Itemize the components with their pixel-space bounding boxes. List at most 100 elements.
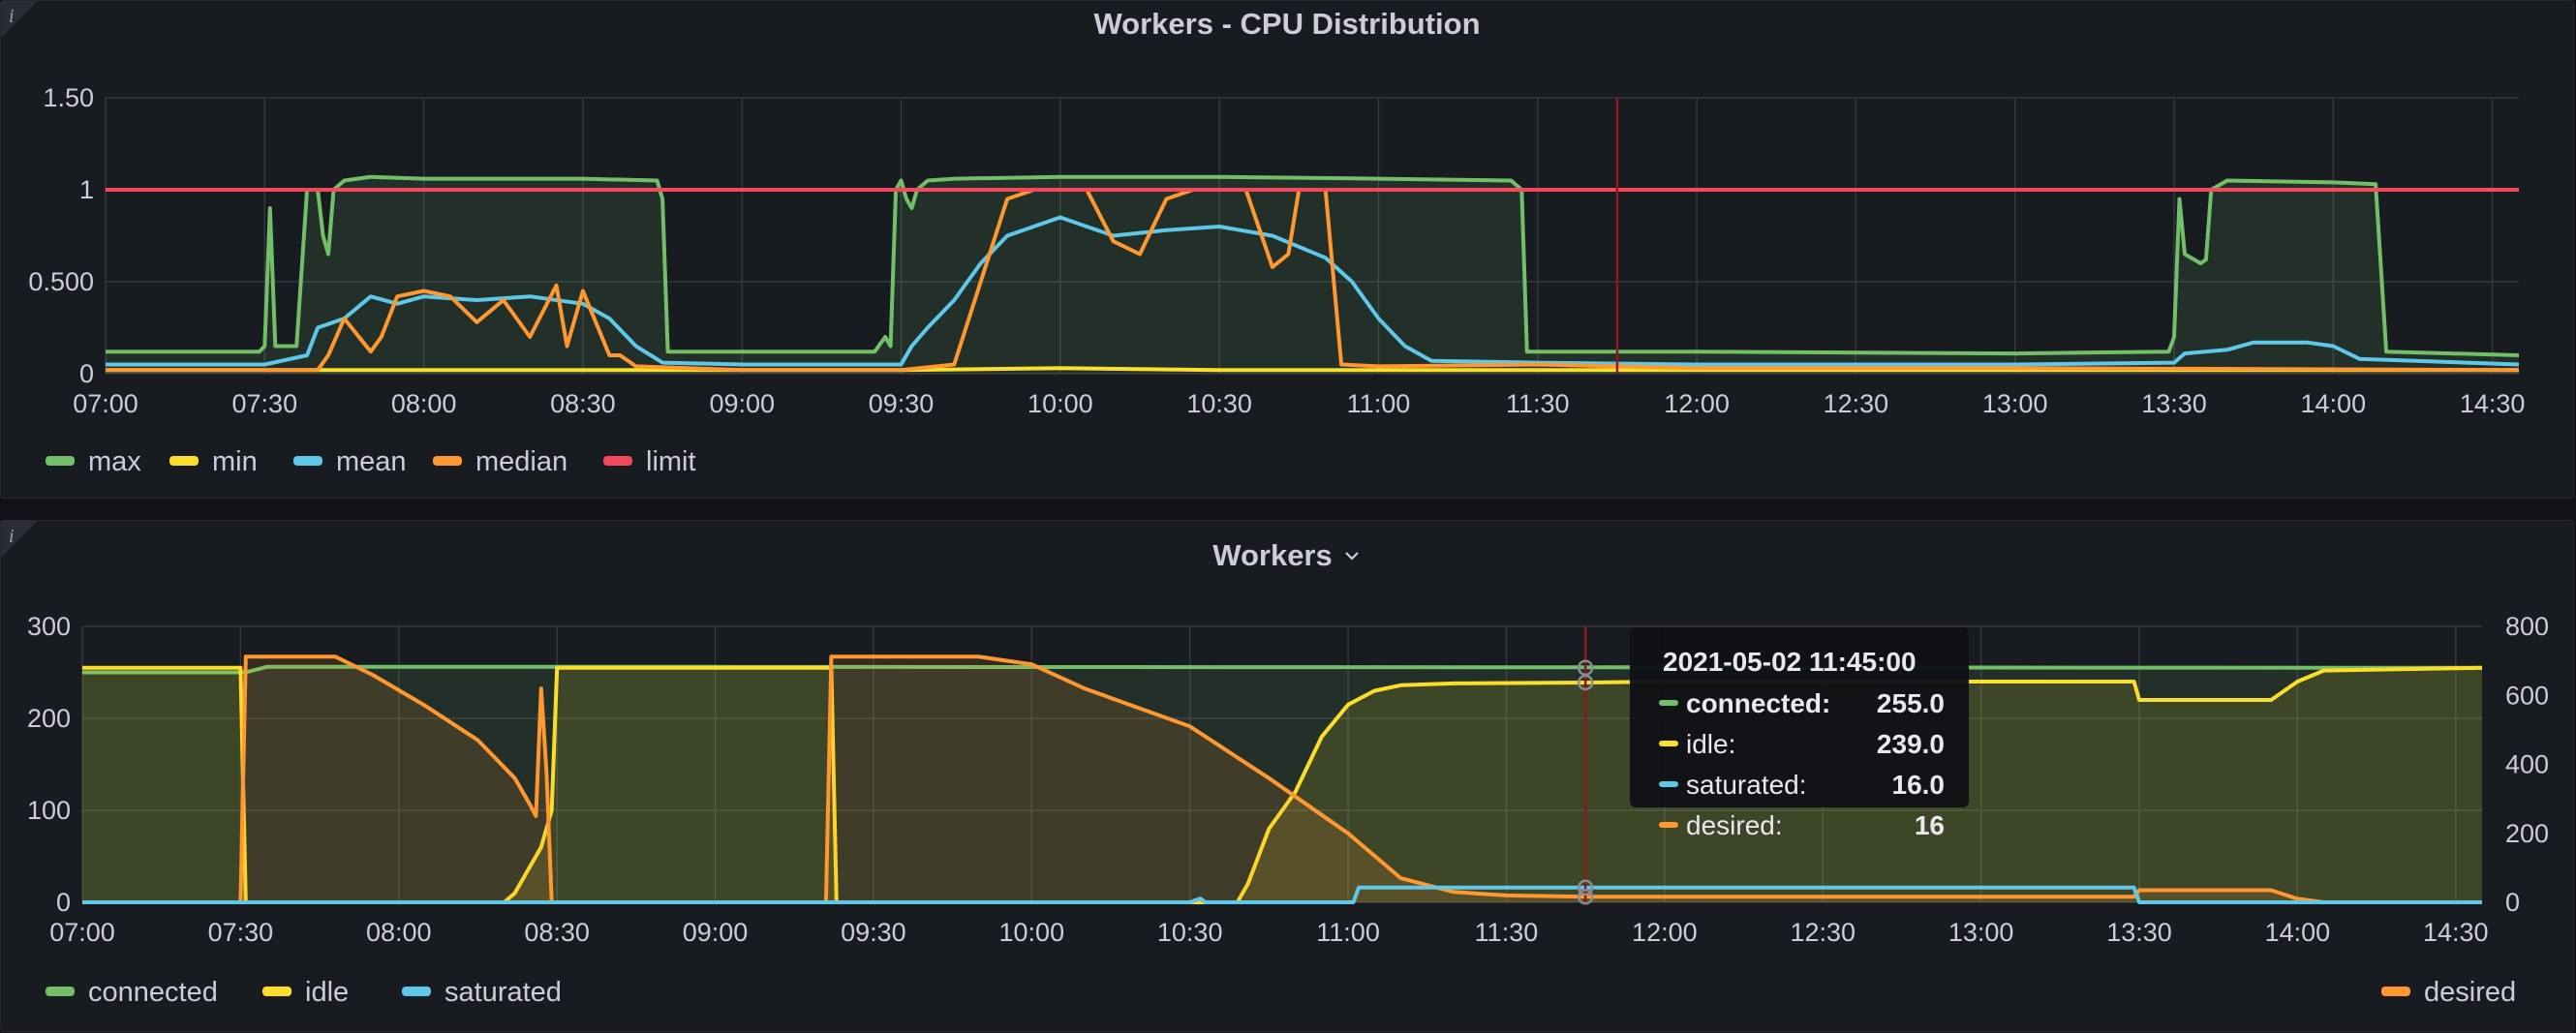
x-tick-label: 12:00 [1632,918,1698,947]
x-tick-label: 12:30 [1824,389,1889,418]
x-tick-label: 08:30 [524,918,590,947]
legend-label: idle [305,977,349,1008]
panel-info-icon[interactable]: i [1,521,44,563]
legend-item-max[interactable]: max [46,446,141,477]
x-tick-label: 09:30 [869,389,935,418]
x-tick-label: 08:30 [550,389,616,418]
series-line-connected [82,664,2483,675]
legend-swatch [46,987,75,996]
x-tick-label: 12:00 [1664,389,1730,418]
y-tick-label: 1 [79,175,94,204]
series-fill-desired [82,656,2482,902]
x-tick-label: 14:00 [2265,918,2331,947]
x-tick-label: 10:00 [1027,389,1093,418]
legend-swatch [169,456,199,466]
legend-item-saturated[interactable]: saturated [402,977,562,1008]
series-line-desired [82,654,2482,904]
legend-item-idle[interactable]: idle [262,977,349,1008]
x-tick-label: 14:30 [2460,389,2526,418]
y-left-tick-label: 100 [27,796,71,825]
svg-text:i: i [9,6,15,27]
x-tick-label: 14:30 [2423,918,2489,947]
x-tick-label: 09:00 [709,389,775,418]
legend-swatch [46,456,75,466]
series-line-idle [82,665,2483,904]
x-tick-label: 13:00 [1982,389,2048,418]
cpu-distribution-panel: i Workers - CPU Distribution 07:00 07:30 0… [0,0,2574,499]
tooltip-background [1630,627,1969,807]
panel-title[interactable]: Workers - CPU Distribution [1,1,2573,47]
chevron-down-icon[interactable] [1342,546,1362,565]
x-tick-label: 13:30 [2141,389,2207,418]
y-tick-label: 0.500 [28,267,94,296]
x-tick-label: 14:00 [2301,389,2367,418]
legend-item-min[interactable]: min [169,446,258,477]
tooltip-swatch-saturated [1659,781,1678,787]
hover-point-idle [1577,674,1594,691]
legend-item-limit[interactable]: limit [603,446,696,477]
legend-item-mean[interactable]: mean [293,446,407,477]
panel-title[interactable]: Workers [1,532,2573,579]
workers-chart[interactable]: 07:00 07:30 08:00 08:30 09:00 09:30 10:00 10:30… [1,521,2575,1033]
series-fill-max [106,176,2519,374]
y-tick-label: 1.50 [43,83,94,112]
legend-swatch [603,456,632,466]
x-tick-label: 08:00 [391,389,457,418]
x-tick-label: 12:30 [1790,918,1855,947]
y-tick-label: 0 [79,359,94,388]
panel-info-icon[interactable]: i [1,1,44,44]
legend-swatch [293,456,322,466]
tooltip-swatch-idle [1659,741,1678,746]
legend-item-connected[interactable]: connected [46,977,218,1008]
tooltip-timestamp: 2021-05-02 11:45:00 [1663,647,1917,677]
cpu-distribution-chart[interactable]: 07:00 07:30 08:00 08:30 09:00 09:30 10:00 10:30… [1,1,2575,500]
legend-swatch [433,456,462,466]
legend-label: desired [2424,977,2516,1008]
x-tick-label: 11:30 [1475,918,1539,947]
x-tick-label: 11:30 [1506,389,1570,418]
panel-title-text: Workers [1212,538,1333,572]
workers-panel: i Workers 07:00 07:30 08:00 08:30 09:00 09:30… [0,520,2574,1032]
x-tick-label: 07:00 [49,918,115,947]
x-tick-label: 11:00 [1347,389,1411,418]
y-right-tick-label: 0 [2505,888,2520,917]
y-right-tick-label: 600 [2505,681,2549,710]
legend-item-median[interactable]: median [433,446,567,477]
tooltip-label-connected: connected: [1686,688,1830,718]
x-tick-label: 10:30 [1157,918,1223,947]
x-tick-label: 13:30 [2106,918,2172,947]
y-right-tick-label: 400 [2505,750,2549,779]
x-tick-label: 07:30 [208,918,274,947]
hover-point-saturated [1577,879,1594,896]
x-tick-label: 07:00 [73,389,138,418]
x-tick-label: 11:00 [1316,918,1380,947]
legend-swatch [262,987,291,996]
legend-swatch [2381,987,2410,996]
legend-label: connected [88,977,218,1008]
legend-label: median [475,446,567,477]
y-right-tick-label: 200 [2505,819,2549,848]
hover-point-desired [1577,889,1594,905]
hover-tooltip: 2021-05-02 11:45:00 connected: 255.0 idle: 2… [1630,627,1969,840]
legend-label: mean [336,446,407,477]
x-tick-label: 10:30 [1186,389,1252,418]
tooltip-value-idle: 239.0 [1877,729,1945,759]
x-tick-label: 10:00 [999,918,1065,947]
y-left-tick-label: 200 [27,704,71,733]
tooltip-label-desired: desired: [1686,810,1783,840]
y-left-tick-label: 300 [27,612,71,641]
x-tick-label: 09:30 [841,918,906,947]
legend-label: limit [646,446,696,477]
y-left-tick-label: 0 [56,888,71,917]
tooltip-label-saturated: saturated: [1686,770,1807,800]
legend-label: max [88,446,141,477]
tooltip-swatch-connected [1659,700,1678,706]
tooltip-value-desired: 16 [1915,810,1945,840]
legend-label: min [212,446,258,477]
series-line-saturated [82,885,2482,904]
x-tick-label: 07:30 [232,389,298,418]
legend-item-desired[interactable]: desired [2381,977,2516,1008]
y-right-tick-label: 800 [2505,612,2549,641]
series-line-max [106,174,2520,357]
tooltip-value-connected: 255.0 [1877,688,1945,718]
